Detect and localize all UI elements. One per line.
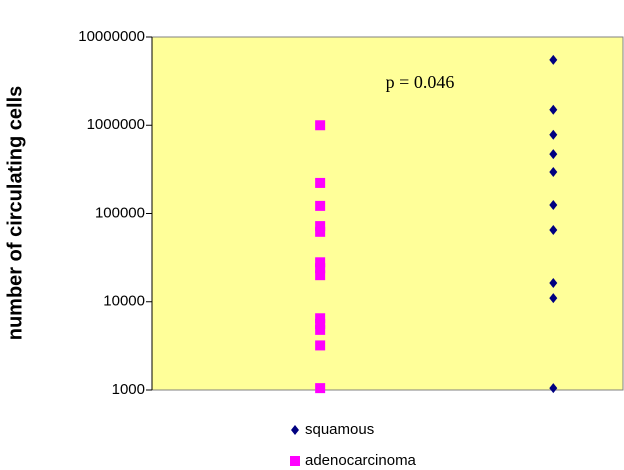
data-point [549, 199, 558, 210]
data-point [549, 278, 558, 289]
data-point [315, 340, 326, 351]
y-tick-label: 1000000 [87, 116, 145, 133]
data-point [315, 313, 326, 324]
data-point [549, 293, 558, 304]
data-point [549, 129, 558, 140]
annotation: p = 0.046 [386, 72, 455, 92]
y-tick-label: 10000 [103, 293, 145, 310]
legend-marker [291, 425, 299, 435]
data-point [315, 177, 326, 188]
y-tick-label: 100000 [95, 204, 145, 221]
legend-marker [290, 456, 300, 466]
data-point [549, 225, 558, 236]
data-point [315, 383, 326, 394]
data-point [549, 104, 558, 115]
data-point [315, 120, 326, 131]
data-point [315, 226, 326, 237]
y-axis-label: number of circulating cells [4, 86, 26, 341]
data-point [315, 318, 326, 329]
data-point [549, 383, 558, 394]
data-point [315, 257, 326, 268]
legend-label: adenocarcinoma [305, 452, 417, 469]
data-point [315, 324, 326, 335]
data-point [315, 200, 326, 211]
data-point [549, 167, 558, 178]
plot-area [151, 36, 624, 391]
data-point [315, 263, 326, 274]
legend-label: squamous [305, 421, 374, 438]
y-tick-label: 1000 [112, 381, 145, 398]
data-point [315, 221, 326, 232]
y-tick-label: 10000000 [78, 28, 145, 45]
data-point [315, 270, 326, 281]
data-point [549, 149, 558, 160]
data-point [549, 54, 558, 65]
